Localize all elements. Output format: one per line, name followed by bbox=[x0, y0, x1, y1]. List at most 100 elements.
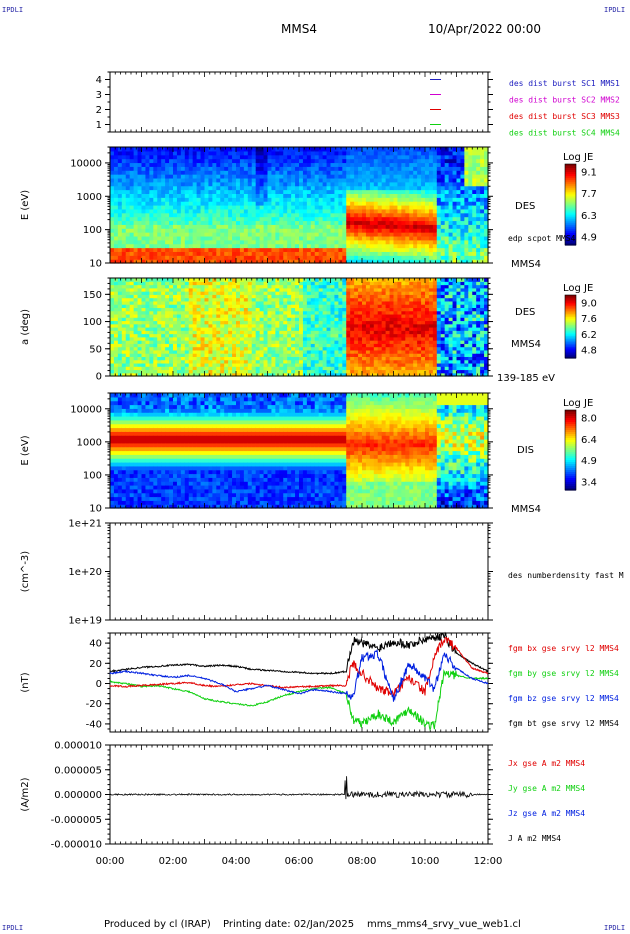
magnetic-field-series-1 bbox=[109, 668, 488, 732]
footer-produced-by: Produced by cl (IRAP) bbox=[104, 919, 211, 930]
density-legend-0: des numberdensity fast M bbox=[508, 571, 624, 580]
time-axis-tick-0: 00:00 bbox=[96, 856, 125, 867]
panel-availability-ytick-0: 1 bbox=[96, 120, 102, 131]
current-density-ylabel: (A/m2) bbox=[20, 777, 31, 811]
panel-des-energy-ytick-0: 10 bbox=[89, 259, 102, 270]
panel-current-density-ytick-2: 0.000000 bbox=[54, 790, 102, 801]
availability-legend-0: des dist burst SC1 MMS1 bbox=[509, 79, 620, 88]
panel-current-density-ytick-3: 0.000005 bbox=[54, 765, 102, 776]
panel-current-density: -0.000010 -0.000005 0.000000 0.000005 0.0000… bbox=[51, 741, 586, 868]
density-ylabel: (cm^-3) bbox=[20, 551, 31, 592]
panel-availability-ytick-3: 4 bbox=[96, 75, 102, 86]
panel-current-density-ytick-0: -0.000010 bbox=[51, 840, 102, 851]
corner-label-top-left: IPDLI bbox=[2, 6, 24, 14]
panel-magnetic-field-ytick-4: 40 bbox=[89, 639, 102, 650]
footer-script-name: mms_mms4_srvy_vue_web1.cl bbox=[367, 919, 521, 930]
panel-des-energy-ytick-1: 100 bbox=[83, 225, 102, 236]
panel-des-pitch-ytick-0: 0 bbox=[96, 372, 102, 383]
panel-availability: 1 2 3 4 des dist burst SC1 MMS1 des dist burs… bbox=[96, 71, 620, 138]
panel-availability-ytick-2: 3 bbox=[96, 90, 102, 101]
panel-dis-energy-ytick-3: 10000 bbox=[70, 404, 102, 415]
panel-des-pitch-ytick-2: 100 bbox=[83, 317, 102, 328]
des-pitch-colorbar-title: Log JE bbox=[563, 283, 593, 294]
time-axis-tick-3: 06:00 bbox=[285, 856, 314, 867]
des-energy-label-des: DES bbox=[515, 201, 535, 212]
time-axis-tick-5: 10:00 bbox=[411, 856, 440, 867]
dis-energy-colorbar-tick-3: 3.4 bbox=[581, 478, 597, 489]
dis-energy-colorbar-tick-0: 8.0 bbox=[581, 414, 597, 425]
panel-dis-energy-ytick-0: 10 bbox=[89, 504, 102, 515]
magnetic-field-series-0 bbox=[109, 637, 489, 698]
time-axis-tick-6: 12:00 bbox=[474, 856, 503, 867]
panel-magnetic-field: -40 -20 0 20 40 fgm bx gse srvy l2 MMS4 fgm by… bbox=[86, 631, 619, 733]
panel-magnetic-field-ytick-1: -20 bbox=[86, 699, 102, 710]
time-axis-tick-2: 04:00 bbox=[222, 856, 251, 867]
panel-magnetic-field-ytick-0: -40 bbox=[86, 719, 102, 730]
des-pitch-colorbar-tick-3: 4.8 bbox=[581, 346, 597, 357]
des-energy-colorbar-tick-3: 4.9 bbox=[581, 233, 597, 244]
des-energy-cells bbox=[110, 147, 489, 264]
des-energy-label-scpot: edp scpot MMS4 bbox=[508, 234, 576, 243]
des-energy-colorbar-title: Log JE bbox=[563, 152, 593, 163]
availability-legend-1: des dist burst SC2 MMS2 bbox=[509, 96, 620, 105]
panel-dis-energy-ytick-2: 1000 bbox=[77, 437, 102, 448]
des-energy-colorbar-tick-0: 9.1 bbox=[581, 168, 597, 179]
panel-availability-frame bbox=[109, 71, 489, 133]
des-pitch-label-des: DES bbox=[515, 307, 535, 318]
magnetic-field-legend-2: fgm bz gse srvy l2 MMS4 bbox=[508, 694, 619, 703]
magnetic-field-ylabel: (nT) bbox=[20, 672, 31, 692]
dis-energy-colorbar-title: Log JE bbox=[563, 398, 593, 409]
panel-des-energy-ytick-2: 1000 bbox=[77, 192, 102, 203]
corner-label-bottom-right: IPDLI bbox=[604, 924, 626, 932]
panel-density-ytick-0: 1e+19 bbox=[68, 616, 102, 627]
current-density-legend-2: Jz gse A m2 MMS4 bbox=[508, 809, 585, 818]
des-pitch-colorbar: Log JE 9.0 7.6 6.2 4.8 bbox=[563, 283, 597, 359]
dis-energy-colorbar: Log JE 8.0 6.4 4.9 3.4 bbox=[563, 398, 597, 491]
current-density-legend-3: J A m2 MMS4 bbox=[508, 834, 561, 843]
spacecraft-title: MMS4 bbox=[281, 22, 317, 36]
current-density-legend-0: Jx gse A m2 MMS4 bbox=[508, 759, 585, 768]
availability-legend-3: des dist burst SC4 MMS4 bbox=[509, 129, 620, 138]
datetime-title: 10/Apr/2022 00:00 bbox=[428, 22, 542, 36]
magnetic-field-series-2 bbox=[109, 649, 489, 702]
time-axis-tick-4: 08:00 bbox=[348, 856, 377, 867]
panel-density: 1e+19 1e+20 1e+21 bbox=[68, 519, 493, 627]
panel-des-pitch-ytick-3: 150 bbox=[83, 290, 102, 301]
panel-des-energy-ytick-3: 10000 bbox=[70, 158, 102, 169]
des-pitch-colorbar-tick-1: 7.6 bbox=[581, 314, 597, 325]
des-pitch-ylabel: a (deg) bbox=[20, 309, 31, 345]
magnetic-field-legend-3: fgm bt gse srvy l2 MMS4 bbox=[508, 719, 619, 728]
availability-legend-2: des dist burst SC3 MMS3 bbox=[509, 112, 620, 121]
magnetic-field-legend-1: fgm by gse srvy l2 MMS4 bbox=[508, 669, 619, 678]
des-pitch-label-energy-range: 139-185 eV bbox=[497, 373, 555, 384]
panel-current-density-ytick-4: 0.000010 bbox=[54, 741, 102, 752]
des-energy-ylabel: E (eV) bbox=[20, 190, 31, 220]
panel-dis-energy: 10 100 1000 10000 bbox=[70, 392, 493, 515]
des-energy-colorbar: Log JE 9.1 7.7 6.3 4.9 bbox=[563, 152, 597, 246]
des-pitch-cells bbox=[110, 278, 489, 377]
panel-availability-ytick-1: 2 bbox=[96, 105, 102, 116]
des-energy-colorbar-tick-1: 7.7 bbox=[581, 189, 597, 200]
magnetic-field-series-3 bbox=[109, 631, 489, 676]
time-axis-tick-1: 02:00 bbox=[159, 856, 188, 867]
panel-density-frame bbox=[109, 522, 489, 621]
dis-energy-label-mms4: MMS4 bbox=[511, 504, 541, 515]
corner-label-bottom-left: IPDLI bbox=[2, 924, 24, 932]
des-pitch-label-mms4: MMS4 bbox=[511, 339, 541, 350]
corner-label-top-right: IPDLI bbox=[604, 6, 626, 14]
panel-density-ytick-2: 1e+21 bbox=[68, 519, 102, 530]
dis-energy-ylabel: E (eV) bbox=[20, 435, 31, 465]
panel-des-pitch-ytick-1: 50 bbox=[89, 344, 102, 355]
dis-energy-colorbar-tick-1: 6.4 bbox=[581, 435, 597, 446]
footer-printing-date: Printing date: 02/Jan/2025 bbox=[223, 919, 355, 930]
panel-density-ytick-1: 1e+20 bbox=[68, 567, 102, 578]
panel-des-energy: 10 100 1000 10000 bbox=[70, 146, 493, 270]
dis-energy-colorbar-tick-2: 4.9 bbox=[581, 456, 597, 467]
current-density-legend-1: Jy gse A m2 MMS4 bbox=[508, 784, 585, 793]
panel-dis-energy-ytick-1: 100 bbox=[83, 470, 102, 481]
current-density-series-total bbox=[109, 776, 489, 800]
des-energy-colorbar-tick-2: 6.3 bbox=[581, 211, 597, 222]
des-pitch-colorbar-tick-2: 6.2 bbox=[581, 330, 597, 341]
dis-energy-label-dis: DIS bbox=[517, 445, 534, 456]
